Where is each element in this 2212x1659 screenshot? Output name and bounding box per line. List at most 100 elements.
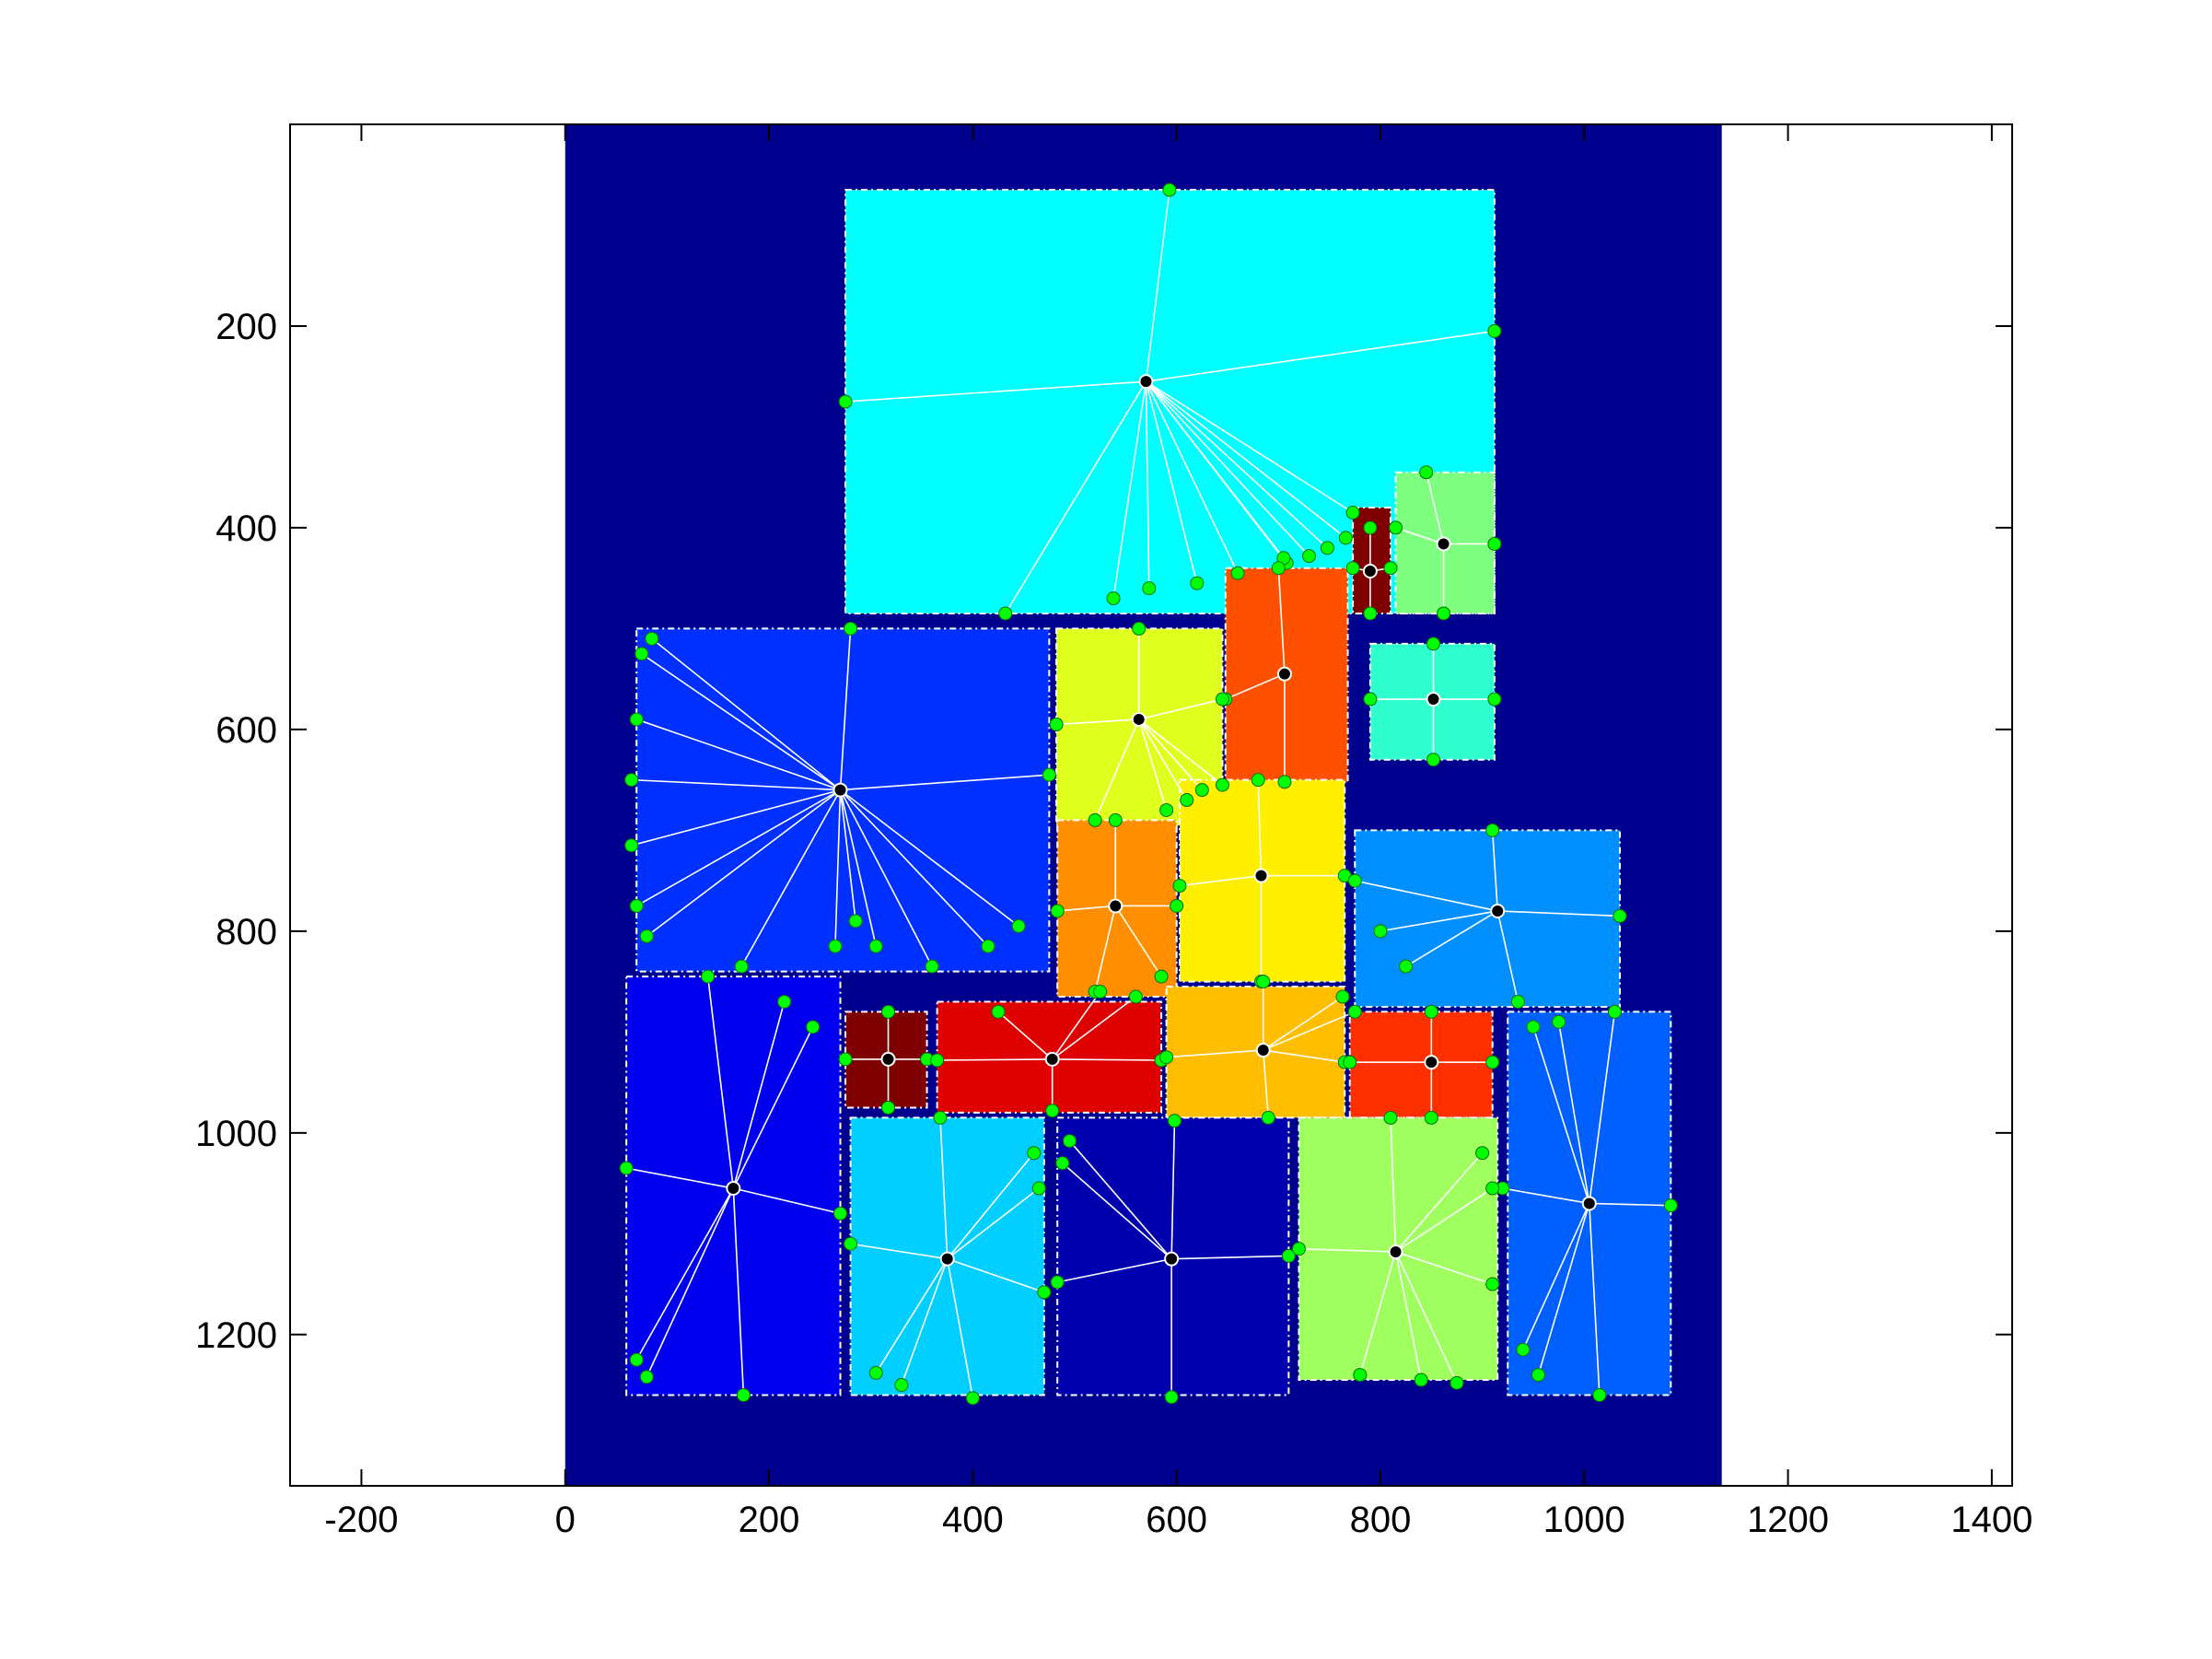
port-node: [998, 606, 1013, 621]
spoke-line: [839, 789, 878, 947]
spoke-line: [839, 789, 989, 947]
spoke-line: [1262, 1049, 1270, 1118]
port-node: [645, 631, 659, 646]
port-node: [639, 1370, 654, 1384]
room-center-node: [1426, 692, 1441, 707]
spoke-line: [1537, 1203, 1590, 1375]
room-center-node: [880, 1051, 896, 1067]
spoke-line: [1380, 910, 1498, 932]
spoke-line: [850, 1243, 948, 1260]
port-node: [1037, 1285, 1052, 1300]
spoke-line: [631, 778, 841, 791]
spokes-layer: [625, 190, 1671, 1398]
spoke-line: [1138, 719, 1223, 786]
spoke-line: [1145, 190, 1170, 382]
room-center-node: [1388, 1244, 1403, 1260]
room-15: [1349, 1011, 1493, 1118]
plot-area: [565, 124, 1722, 1486]
spoke-line: [1263, 1011, 1356, 1051]
room-outline-2: [1394, 471, 1496, 614]
port-node: [1045, 1104, 1060, 1118]
port-node: [881, 1004, 896, 1019]
port-node: [1424, 1110, 1438, 1125]
spoke-line: [1355, 880, 1498, 912]
spoke-line: [1395, 527, 1444, 545]
spoke-line: [1359, 1251, 1397, 1375]
spoke-line: [1145, 380, 1310, 557]
x-tick-label: 1000: [1543, 1500, 1625, 1540]
spoke-line: [1145, 380, 1239, 574]
port-node: [1277, 775, 1292, 789]
spoke-line: [1094, 719, 1140, 821]
spoke-line: [631, 789, 841, 847]
spoke-line: [1497, 910, 1621, 917]
room-center-node: [939, 1251, 955, 1267]
port-node: [1055, 1156, 1070, 1171]
spoke-line: [733, 1187, 841, 1215]
port-node: [1194, 783, 1209, 798]
port-node: [1050, 904, 1065, 918]
port-node: [1338, 531, 1353, 545]
port-node: [639, 929, 654, 943]
port-node: [624, 838, 639, 853]
port-node: [624, 773, 639, 788]
port-node: [1049, 717, 1064, 731]
spoke-line: [635, 789, 841, 907]
port-node: [1383, 561, 1398, 576]
spoke-line: [1145, 380, 1328, 549]
port-node: [1170, 898, 1184, 913]
spoke-line: [1145, 380, 1285, 559]
spoke-line: [1052, 1058, 1162, 1061]
port-node: [1031, 1181, 1046, 1196]
y-tick-label: 800: [215, 912, 277, 952]
port-node: [1162, 182, 1177, 197]
spoke-line: [1225, 672, 1286, 700]
port-node: [1106, 591, 1121, 606]
x-tick-label: 1200: [1747, 1500, 1829, 1540]
port-node: [1215, 692, 1229, 707]
port-node: [1389, 520, 1403, 535]
spoke-line: [1394, 1251, 1423, 1381]
room-center-node: [1164, 1251, 1180, 1267]
port-node: [1011, 918, 1026, 933]
spoke-line: [1522, 1203, 1590, 1350]
port-node: [1663, 1198, 1678, 1213]
spoke-line: [641, 653, 841, 791]
port-node: [1526, 1020, 1541, 1034]
spoke-line: [1263, 996, 1344, 1051]
spoke-line: [1170, 1120, 1176, 1259]
port-node: [1261, 1110, 1275, 1125]
port-node: [1531, 1368, 1545, 1383]
port-node: [1426, 753, 1441, 767]
port-node: [965, 1391, 980, 1406]
port-node: [1042, 767, 1056, 782]
spoke-line: [1395, 1251, 1493, 1285]
y-tick-label: 600: [215, 710, 277, 751]
spoke-line: [1277, 567, 1286, 674]
port-node: [1343, 1055, 1357, 1069]
spoke-line: [1112, 381, 1147, 599]
spoke-line: [1062, 1162, 1172, 1260]
spoke-line: [1557, 1022, 1590, 1204]
room-outline-7: [635, 627, 1051, 973]
spoke-line: [834, 789, 842, 947]
spoke-line: [1394, 1251, 1458, 1384]
port-node: [736, 1387, 751, 1402]
port-node: [1607, 1004, 1622, 1019]
spoke-line: [635, 719, 841, 791]
y-tick-label: 1000: [195, 1114, 277, 1154]
markers-layer: [619, 182, 1678, 1406]
spoke-line: [939, 1117, 949, 1259]
spoke-line: [946, 1258, 974, 1398]
port-node: [838, 394, 853, 409]
port-node: [777, 994, 792, 1009]
spoke-line: [1425, 472, 1445, 544]
port-node: [1215, 777, 1229, 792]
room-center-node: [1138, 374, 1154, 390]
room-outline-10: [1354, 829, 1621, 1008]
y-tick-label: 200: [215, 307, 277, 347]
spoke-line: [840, 774, 1050, 791]
port-node: [828, 939, 843, 953]
port-node: [1485, 1277, 1500, 1291]
